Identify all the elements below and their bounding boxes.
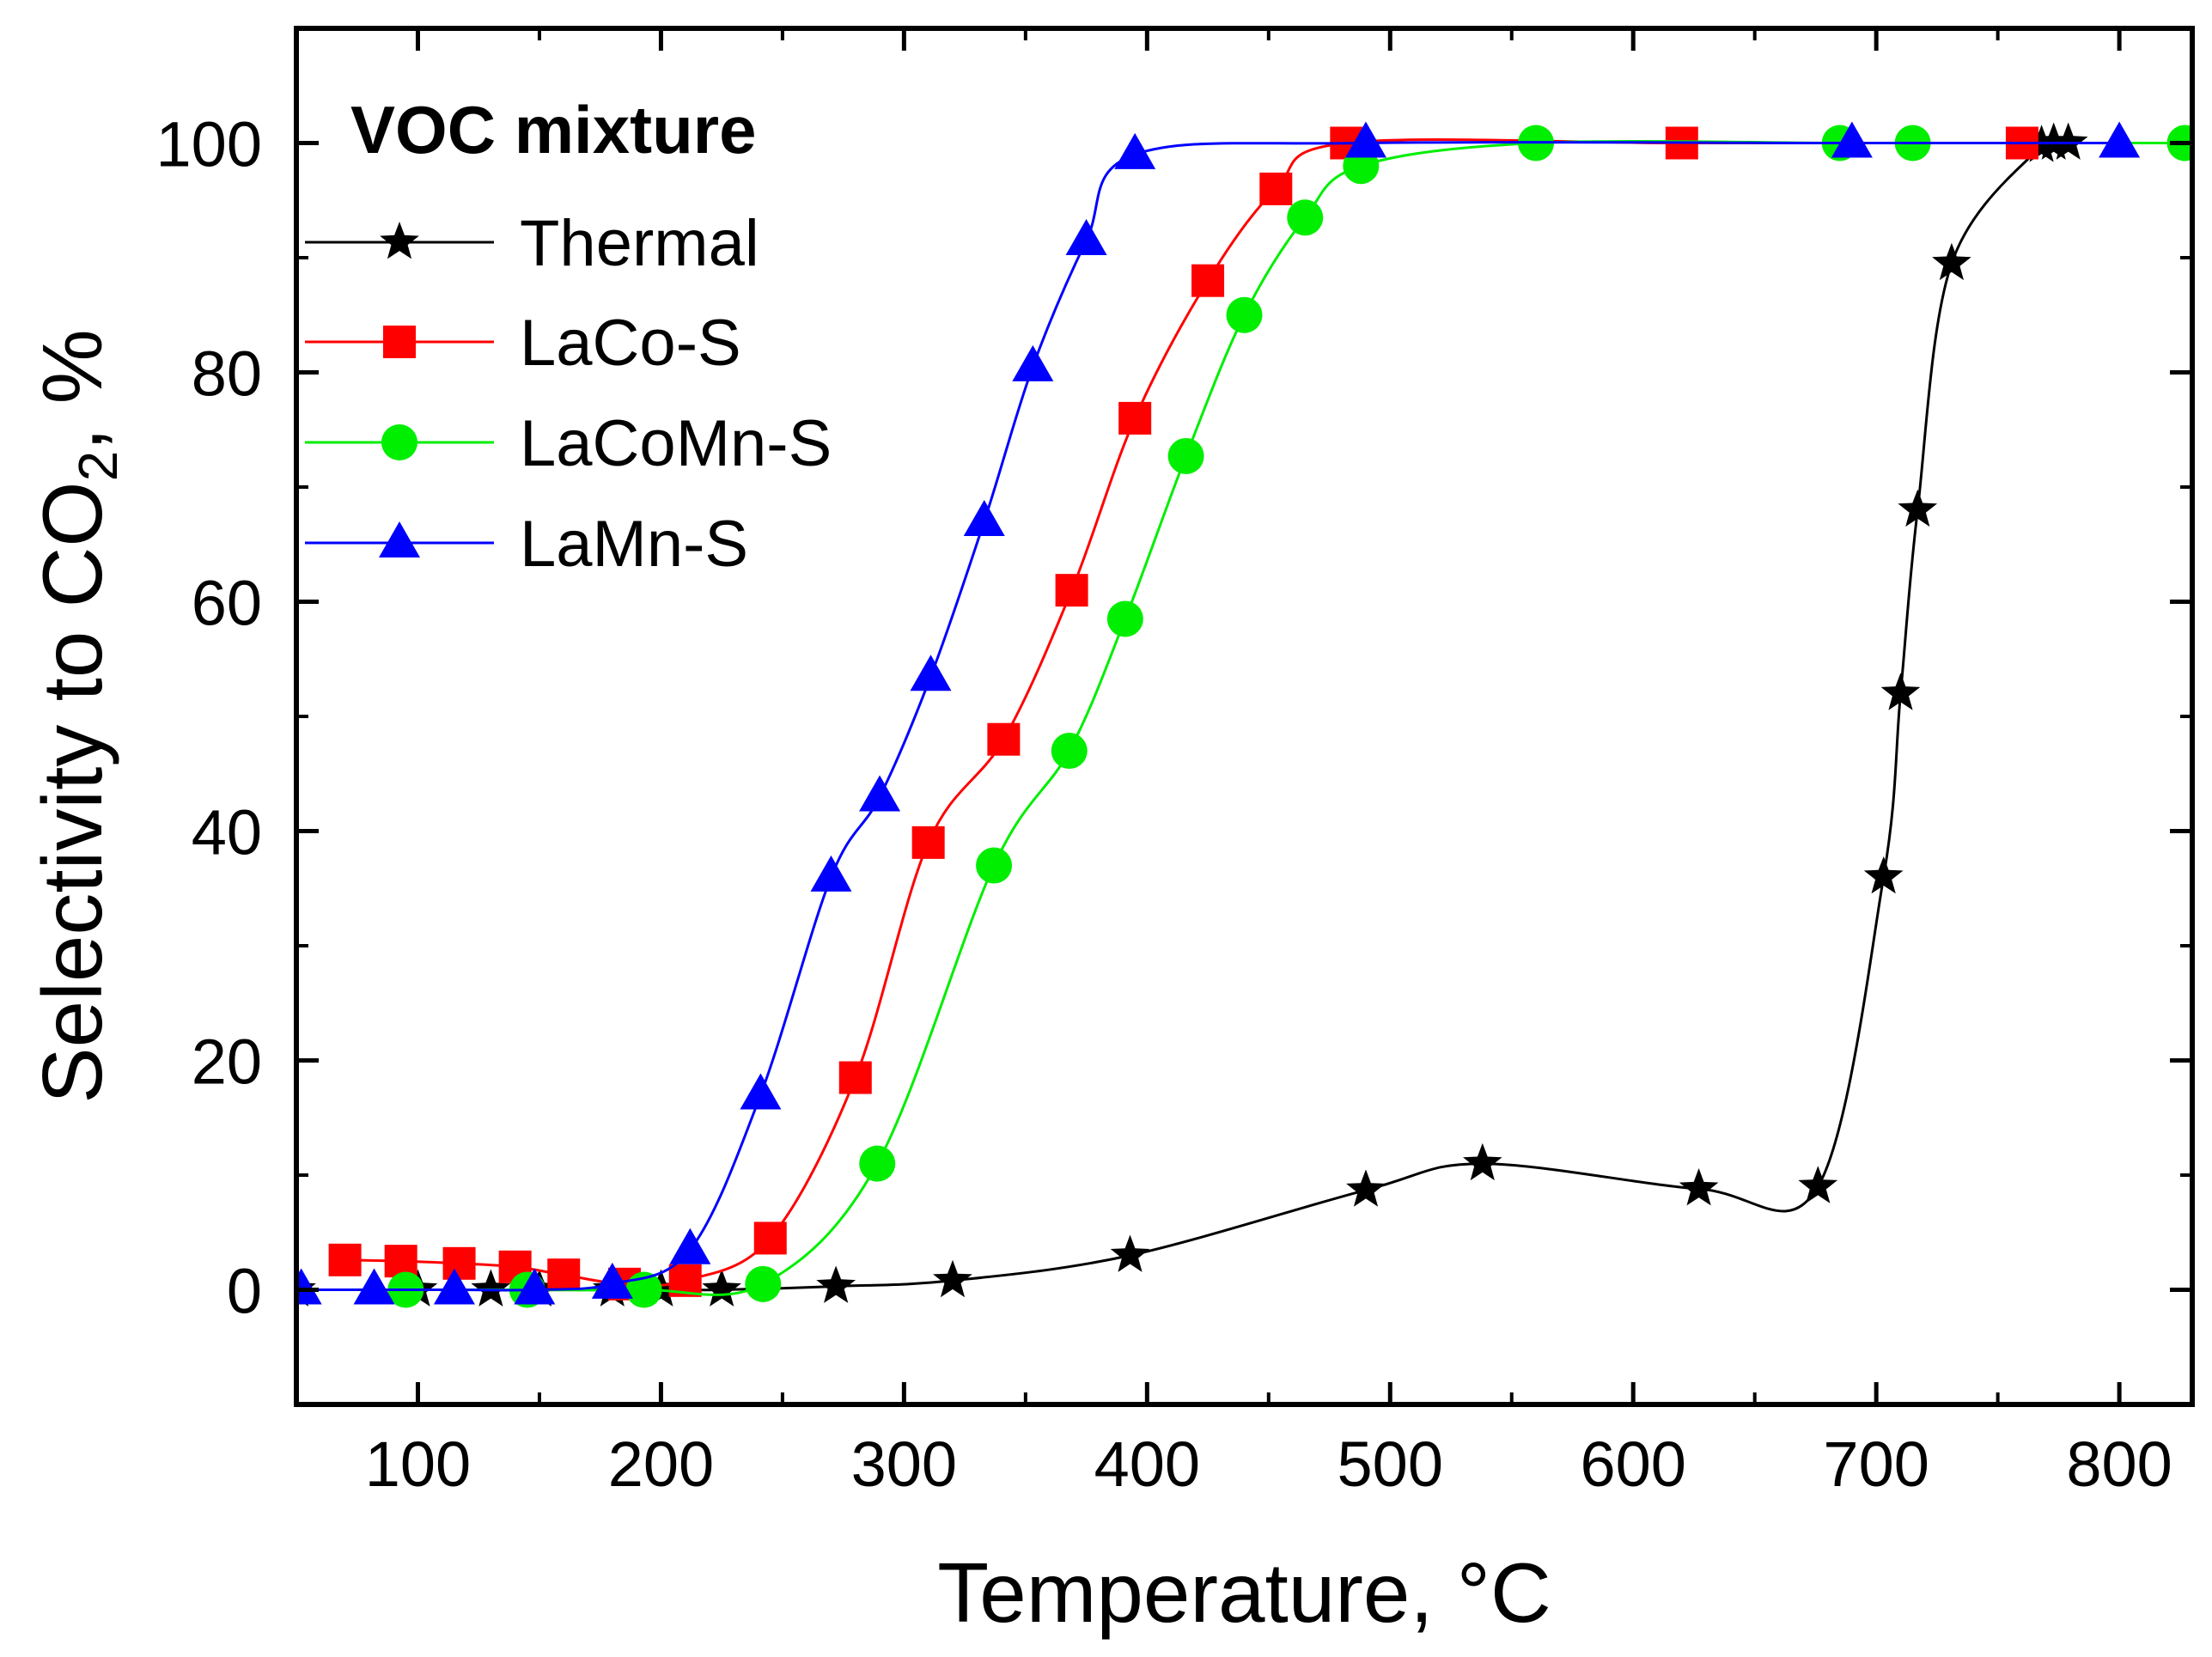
x-tick-label: 400: [1094, 1429, 1200, 1500]
data-point: [1118, 401, 1152, 435]
data-point: [745, 1265, 782, 1302]
y-tick-label: 80: [192, 338, 262, 410]
legend-item-laco-s: LaCo-S: [305, 307, 741, 380]
y-tick-label: 100: [156, 109, 262, 180]
data-point: [1344, 121, 1386, 158]
series-layer: [296, 121, 2192, 1308]
data-point: [353, 1268, 395, 1305]
data-point: [976, 847, 1013, 884]
legend-item-lamn-s: LaMn-S: [305, 508, 748, 581]
legend-marker: [383, 326, 416, 358]
x-axis-title: Temperature, °C: [937, 1545, 1551, 1640]
data-point: [859, 1145, 896, 1182]
y-tick-label: 60: [192, 568, 262, 639]
data-point: [911, 825, 945, 859]
data-point: [963, 500, 1005, 537]
data-point: [2048, 122, 2088, 160]
data-point: [547, 1258, 581, 1292]
x-tick-label: 200: [608, 1429, 714, 1500]
y-axis-title-main: Selectivity to CO: [25, 481, 119, 1103]
data-point: [702, 1269, 741, 1307]
data-point: [1110, 1234, 1150, 1272]
ticks-layer: 100 200 300 400 500 600 700 800 0 20 40 60 80 100: [156, 28, 2192, 1500]
data-point: [1287, 199, 1324, 236]
data-point: [1114, 132, 1156, 169]
y-axis-title: Selectivity to CO2, %: [25, 329, 129, 1104]
y-tick-label: 20: [192, 1026, 262, 1098]
data-point: [1226, 296, 1263, 333]
data-point: [2033, 122, 2074, 160]
data-point: [1051, 733, 1088, 770]
legend-item-thermal: Thermal: [305, 207, 759, 280]
x-tick-label: 500: [1338, 1429, 1443, 1500]
data-point: [433, 1268, 475, 1305]
x-tick-label: 300: [851, 1429, 957, 1500]
data-point: [442, 1246, 476, 1280]
data-point: [1259, 172, 1293, 205]
data-point: [1863, 856, 1904, 894]
series-laco-s: [328, 126, 2038, 1301]
data-point: [1167, 437, 1204, 474]
data-point: [1932, 242, 1971, 281]
legend-label: LaMn-S: [520, 508, 748, 581]
legend-marker: [381, 424, 417, 460]
legend-label: LaCo-S: [520, 307, 741, 380]
data-point: [1898, 489, 1938, 527]
data-point: [384, 1245, 417, 1278]
data-point: [810, 855, 852, 892]
data-point: [1065, 218, 1107, 255]
legend-marker: [379, 521, 420, 557]
y-axis-title-tail: , %: [25, 329, 119, 451]
legend: VOC mixture Thermal LaCo-S LaCoMn-S LaMn-S: [305, 92, 832, 581]
data-point: [933, 1259, 972, 1298]
data-point: [669, 1228, 711, 1264]
data-point: [1346, 1169, 1386, 1207]
data-point: [1880, 673, 1921, 710]
data-point: [328, 1243, 362, 1276]
legend-marker: [380, 222, 419, 259]
data-point: [514, 1268, 556, 1305]
data-point: [1798, 1166, 1838, 1203]
data-point: [753, 1221, 787, 1255]
data-point: [591, 1262, 633, 1299]
data-point: [859, 775, 901, 812]
data-point: [987, 722, 1021, 756]
x-tick-label: 700: [1823, 1429, 1929, 1500]
data-point: [1191, 264, 1225, 297]
legend-label: Thermal: [520, 207, 759, 280]
data-point: [838, 1061, 872, 1094]
data-point: [1055, 574, 1088, 607]
legend-label: LaCoMn-S: [520, 407, 832, 480]
data-point: [2099, 121, 2141, 158]
x-tick-label: 800: [2066, 1429, 2172, 1500]
legend-title: VOC mixture: [350, 92, 756, 168]
y-axis-title-subscript: 2: [67, 451, 129, 482]
data-point: [471, 1269, 511, 1307]
data-point: [296, 1268, 322, 1305]
y-tick-label: 40: [192, 797, 262, 868]
y-tick-label: 0: [227, 1256, 262, 1327]
data-point: [1106, 600, 1143, 637]
data-point: [910, 655, 952, 691]
legend-item-lacomn-s: LaCoMn-S: [305, 407, 832, 480]
data-point: [1463, 1142, 1502, 1181]
data-point: [816, 1265, 856, 1303]
series-lamn-s: [296, 121, 2141, 1305]
x-tick-label: 100: [365, 1429, 471, 1500]
data-point: [1831, 121, 1873, 158]
data-point: [740, 1073, 782, 1110]
x-tick-label: 600: [1580, 1429, 1685, 1500]
data-point: [1012, 344, 1054, 381]
data-point: [1679, 1168, 1719, 1206]
